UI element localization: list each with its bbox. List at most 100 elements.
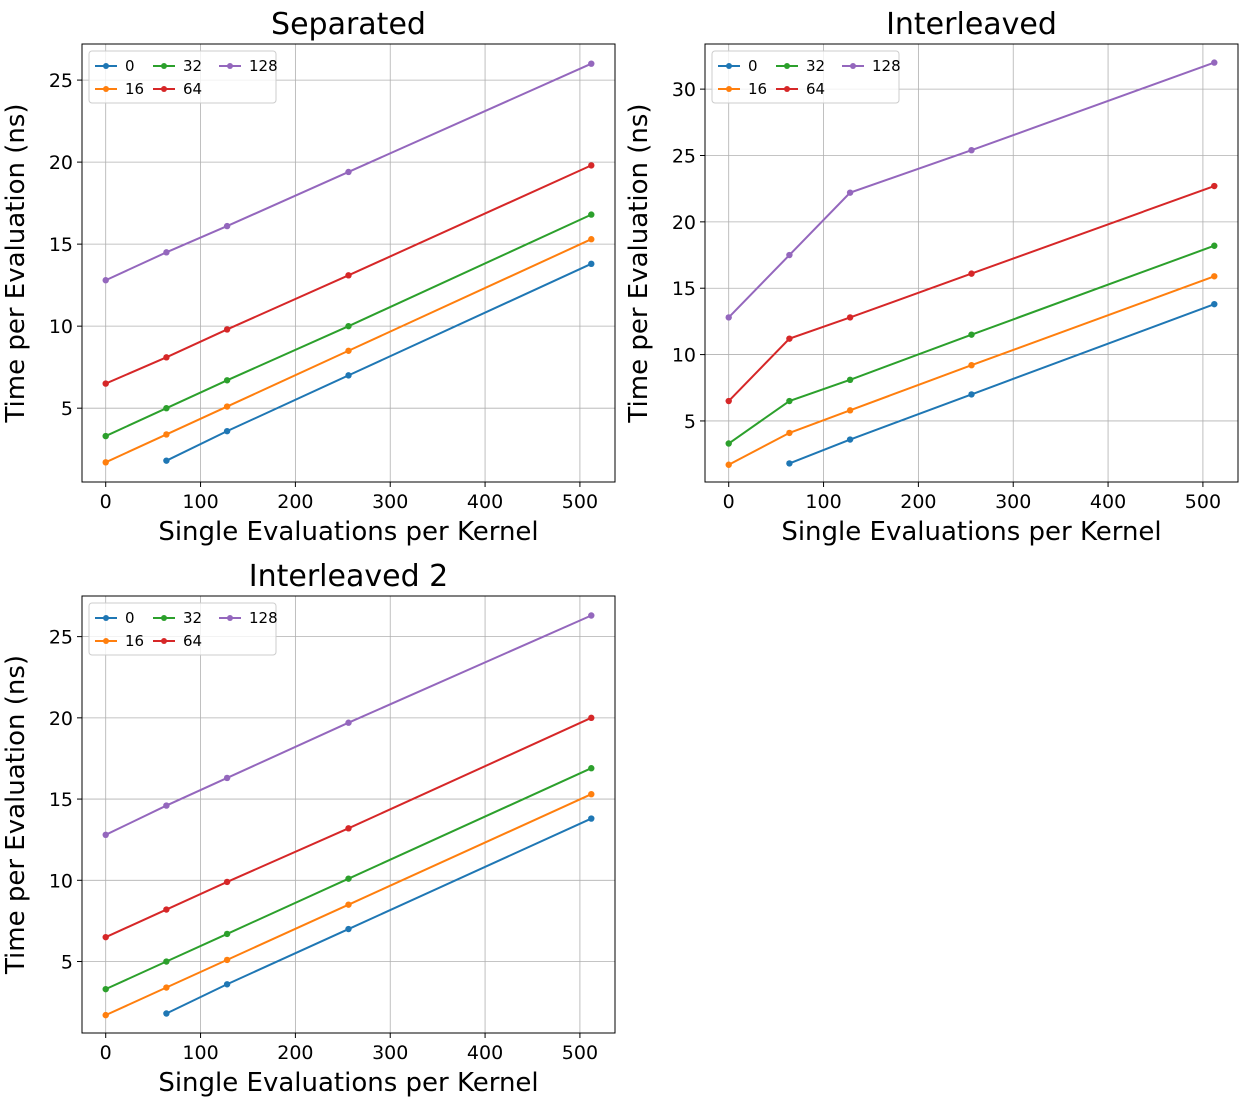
y-tick-label: 15 (49, 234, 73, 256)
x-tick-label: 300 (995, 491, 1031, 513)
y-tick-label: 25 (49, 70, 73, 92)
data-point (345, 925, 352, 933)
y-tick-label: 20 (49, 708, 73, 730)
data-point (588, 211, 595, 218)
legend-swatch-marker (850, 63, 856, 69)
chart-panel-1: 0 100 200 300 400 500 5 10 15 20 25 Separated Single… (1, 7, 616, 547)
y-tick-label: 10 (672, 345, 696, 367)
legend: 0 16 32 64 128 (88, 602, 278, 656)
data-point (345, 372, 352, 379)
data-point (968, 362, 975, 369)
legend-swatch-marker (103, 86, 109, 92)
legend-swatch-marker (161, 638, 167, 644)
data-point (223, 377, 231, 384)
data-point (102, 432, 109, 440)
data-point (223, 774, 231, 782)
x-tick-label: 0 (723, 491, 735, 513)
data-point (223, 930, 231, 938)
data-point (588, 60, 595, 67)
legend-label: 0 (125, 609, 135, 627)
legend-label: 32 (183, 57, 202, 75)
legend-swatch-marker (227, 63, 233, 69)
data-point (163, 404, 170, 412)
legend-swatch-marker (103, 638, 109, 644)
legend-swatch-marker (103, 615, 109, 621)
x-tick-label: 100 (182, 1042, 218, 1064)
data-point (786, 397, 793, 405)
plot-frame (81, 43, 616, 483)
data-point (588, 714, 595, 722)
series-line-0 (789, 303, 1215, 465)
legend-swatch-marker (726, 63, 732, 69)
data-point (786, 429, 793, 437)
y-tick-label: 10 (49, 870, 73, 892)
data-point (345, 875, 352, 882)
data-point (846, 314, 854, 321)
data-point (725, 440, 732, 447)
legend-swatch-marker (784, 86, 790, 92)
data-point (846, 407, 854, 414)
data-point (163, 958, 170, 965)
data-point (223, 222, 231, 230)
y-tick-label: 20 (49, 152, 73, 174)
legend: 0 16 32 64 128 (711, 50, 901, 104)
legend-label: 64 (806, 80, 825, 98)
legend-swatch-marker (161, 86, 167, 92)
x-tick-label: 400 (1090, 491, 1126, 513)
x-tick-label: 400 (467, 1042, 503, 1064)
data-point (968, 391, 975, 398)
y-tick-label: 25 (49, 627, 73, 649)
x-tick-label: 500 (1185, 491, 1221, 513)
data-point (102, 933, 109, 941)
x-tick-label: 300 (372, 1042, 408, 1064)
x-tick-label: 0 (100, 1042, 112, 1064)
legend-label: 0 (125, 57, 135, 75)
data-point (163, 1010, 170, 1017)
data-point (786, 251, 793, 259)
data-point (102, 459, 109, 466)
x-axis-label: Single Evaluations per Kernel (781, 517, 1161, 547)
data-point (163, 906, 170, 913)
data-point (223, 403, 231, 410)
data-point (588, 765, 595, 772)
data-point (102, 380, 109, 387)
plot-frame (81, 595, 616, 1034)
data-point (102, 831, 109, 839)
data-point (1211, 242, 1218, 249)
legend-swatch-marker (726, 86, 732, 92)
data-point (846, 376, 854, 383)
data-point (1211, 300, 1218, 308)
data-point (163, 984, 170, 991)
y-tick-label: 5 (684, 411, 696, 433)
series-line-64 (727, 185, 1215, 402)
data-point (786, 460, 793, 467)
y-axis-label: Time per Evaluation (ns) (1, 103, 31, 423)
data-point (223, 981, 231, 988)
y-tick-label: 25 (672, 145, 696, 167)
data-point (725, 314, 732, 321)
legend: 0 16 32 64 128 (88, 50, 278, 104)
data-point (968, 331, 975, 338)
legend-label: 32 (806, 57, 825, 75)
x-tick-label: 200 (277, 1042, 313, 1064)
chart-panel-3: 0 100 200 300 400 500 5 10 15 20 25 Interleaved 2 Si… (1, 559, 616, 1098)
data-point (345, 322, 352, 330)
data-point (345, 168, 352, 176)
data-point (102, 277, 109, 284)
legend-label: 16 (748, 80, 767, 98)
legend-label: 64 (183, 632, 202, 650)
y-tick-label: 5 (61, 952, 73, 974)
x-tick-label: 100 (182, 491, 218, 513)
y-axis-label: Time per Evaluation (ns) (624, 103, 654, 423)
x-tick-label: 0 (100, 491, 112, 513)
legend-label: 16 (125, 632, 144, 650)
legend-label: 0 (748, 57, 758, 75)
legend-swatch-marker (161, 615, 167, 621)
data-point (846, 189, 854, 196)
data-point (588, 612, 595, 619)
x-axis-label: Single Evaluations per Kernel (158, 517, 538, 547)
series-line-0 (165, 817, 592, 1015)
data-point (223, 878, 231, 886)
data-point (345, 901, 352, 908)
